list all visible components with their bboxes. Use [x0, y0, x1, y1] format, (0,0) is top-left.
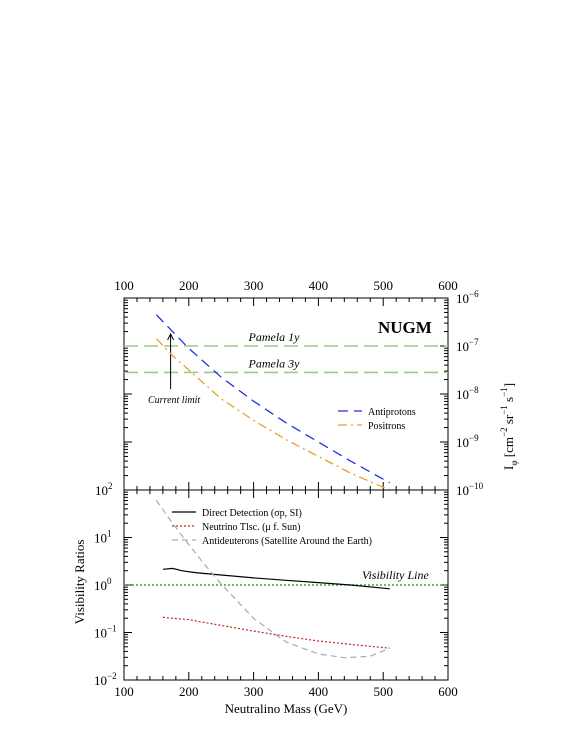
bottom-series-line — [162, 567, 390, 590]
bottom-legend-label: Antideuterons (Satellite Around the Eart… — [202, 536, 372, 547]
bottom-x-tick-label: 400 — [309, 684, 329, 699]
top-y-tick-label: 10−8 — [456, 385, 479, 402]
bottom-y-tick-label: 10−2 — [94, 671, 117, 688]
panel-title: NUGM — [378, 318, 432, 337]
current-limit-label: Current limit — [148, 395, 200, 406]
bottom-series-line — [155, 500, 390, 659]
bottom-legend-label: Direct Detection (σp, SI) — [202, 508, 302, 519]
top-x-tick-label: 200 — [179, 278, 199, 293]
top-left-corner-label: 102 — [95, 481, 113, 498]
pamela-label: Pamela 1y — [248, 330, 301, 344]
top-x-tick-label: 500 — [373, 278, 393, 293]
current-limit-arrowhead — [167, 332, 175, 341]
top-y-tick-label: 10−7 — [456, 337, 479, 354]
top-x-tick-label: 100 — [114, 278, 134, 293]
top-y-axis-title: Iφ [cm−2 sr−1 s−1] — [499, 383, 519, 470]
top-x-tick-label: 400 — [309, 278, 329, 293]
top-y-tick-label: 10−6 — [456, 289, 479, 306]
top-y-tick-label: 10−9 — [456, 433, 479, 450]
top-x-tick-label: 600 — [438, 278, 458, 293]
bottom-y-tick-label: 100 — [94, 576, 112, 593]
bottom-x-tick-label: 100 — [114, 684, 134, 699]
top-panel: 100 200 300 400 500 600 10−10 10−9 10−8 10−7 10−6 P… — [114, 278, 483, 498]
bottom-x-tick-label: 300 — [244, 684, 264, 699]
bottom-y-tick-label: 10−1 — [94, 624, 117, 641]
bottom-x-tick-label: 600 — [438, 684, 458, 699]
top-legend-label: Positrons — [368, 421, 405, 432]
bottom-x-tick-label: 200 — [179, 684, 199, 699]
bottom-legend-label: Neutrino Tlsc. (μ f. Sun) — [202, 522, 301, 533]
visibility-line-label: Visibility Line — [362, 568, 429, 582]
top-x-tick-label: 300 — [244, 278, 264, 293]
top-series-line — [155, 314, 391, 484]
bottom-y-tick-label: 101 — [94, 529, 112, 546]
top-y-tick-label: 10−10 — [456, 481, 484, 498]
bottom-panel: 100 200 300 400 500 600 10−2 10−1 100 101 Visibili… — [94, 489, 458, 699]
bottom-y-axis-title: Visibility Ratios — [72, 540, 87, 625]
x-axis-title: Neutralino Mass (GeV) — [225, 701, 348, 716]
top-legend-label: Antiprotons — [368, 407, 416, 418]
top-series-line — [155, 338, 390, 491]
bottom-series-line — [162, 616, 390, 649]
bottom-x-tick-label: 500 — [373, 684, 393, 699]
pamela-label: Pamela 3y — [248, 356, 301, 370]
